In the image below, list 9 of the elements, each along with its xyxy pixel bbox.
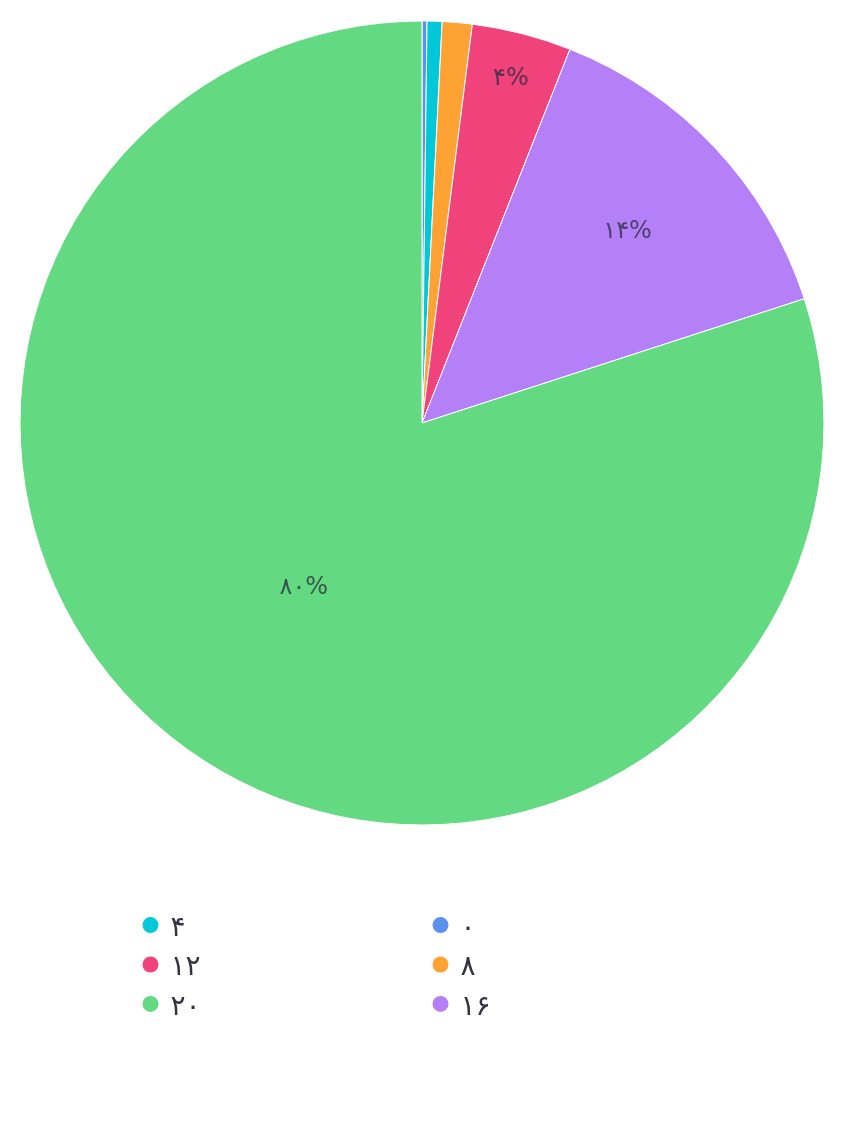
- legend-label: ۸: [460, 949, 476, 983]
- data-label: ۱۴%: [603, 215, 652, 244]
- legend-label: ۰: [460, 910, 476, 944]
- legend-label: ۱۶: [460, 988, 491, 1022]
- data-label: ۴%: [492, 63, 529, 91]
- legend-label: ۴: [170, 910, 186, 944]
- data-label: ۸۰%: [279, 571, 329, 600]
- legend-label: ۲۰: [170, 988, 201, 1022]
- legend-label: ۱۲: [170, 949, 201, 983]
